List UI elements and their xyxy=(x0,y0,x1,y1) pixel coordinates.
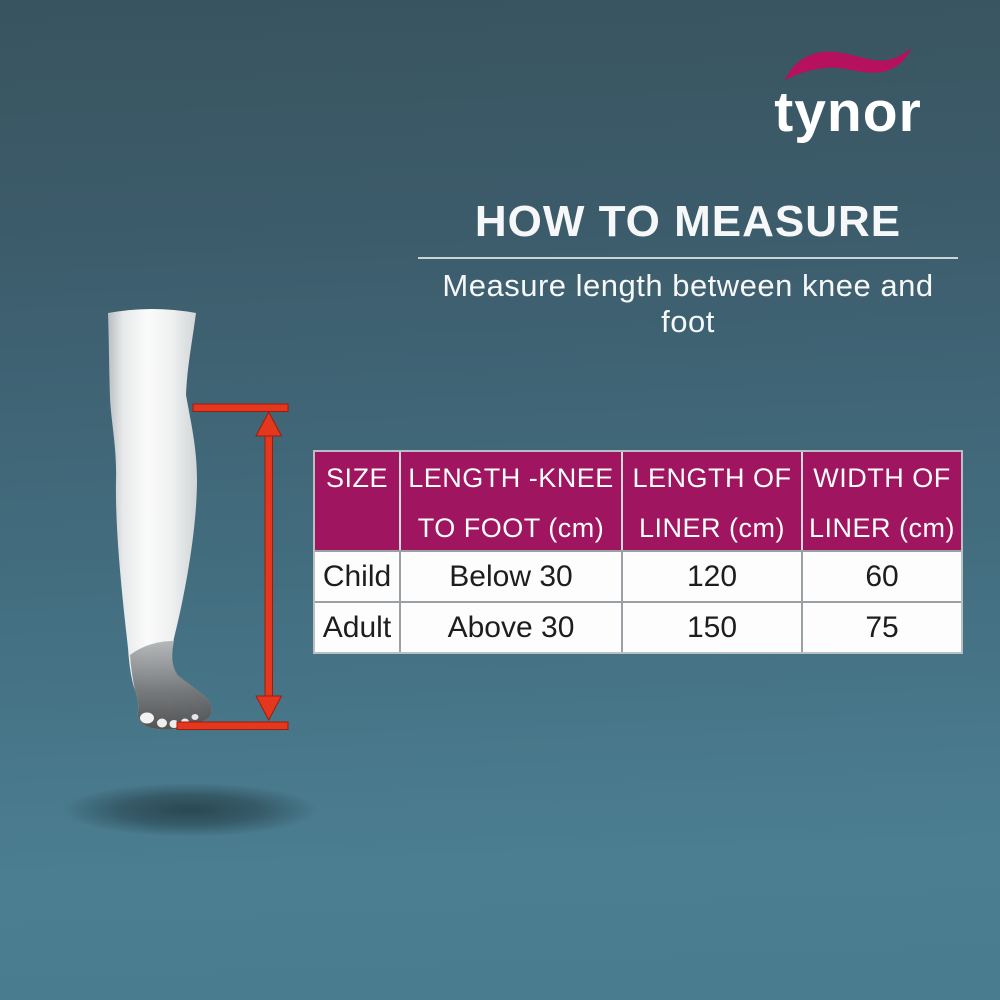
header-line: LINER (cm) xyxy=(809,513,955,543)
leg-illustration xyxy=(108,309,212,730)
table-cell-size-adult: Adult xyxy=(315,603,399,652)
header-line: LENGTH OF xyxy=(632,463,792,493)
header-line: SIZE xyxy=(325,463,388,493)
brand-logo: tynor xyxy=(768,46,928,144)
size-table: SIZE LENGTH -KNEE TO FOOT (cm) LENGTH OF… xyxy=(313,450,963,654)
header-cell-size: SIZE xyxy=(315,452,399,550)
brand-name: tynor xyxy=(774,80,922,144)
header-line: LINER (cm) xyxy=(639,513,785,543)
header-line: WIDTH OF xyxy=(813,463,951,493)
heading-block: HOW TO MEASURE Measure length between kn… xyxy=(418,196,958,340)
page-title: HOW TO MEASURE xyxy=(474,197,902,246)
heading-divider xyxy=(418,257,958,259)
table-cell-adult-liner-length: 150 xyxy=(623,603,801,652)
header-cell-length-of-liner: LENGTH OF LINER (cm) xyxy=(623,452,801,550)
header-line: LENGTH -KNEE xyxy=(408,463,614,493)
table-cell-adult-liner-width: 75 xyxy=(803,603,961,652)
foot-level-line xyxy=(176,721,289,730)
header-line: TO FOOT (cm) xyxy=(417,513,605,543)
table-cell-child-liner-width: 60 xyxy=(803,552,961,601)
logo-swoosh-icon xyxy=(785,47,911,81)
table-cell-adult-knee-length: Above 30 xyxy=(401,603,621,652)
header-cell-width-of-liner: WIDTH OF LINER (cm) xyxy=(803,452,961,550)
table-cell-size-child: Child xyxy=(315,552,399,601)
floor-shadow xyxy=(62,783,318,837)
table-cell-child-liner-length: 120 xyxy=(623,552,801,601)
knee-level-line xyxy=(192,403,289,412)
table-cell-child-knee-length: Below 30 xyxy=(401,552,621,601)
measurement-arrow xyxy=(176,403,289,730)
page-subtitle: Measure length between knee and foot xyxy=(442,268,934,339)
header-cell-length-knee-to-foot: LENGTH -KNEE TO FOOT (cm) xyxy=(401,452,621,550)
